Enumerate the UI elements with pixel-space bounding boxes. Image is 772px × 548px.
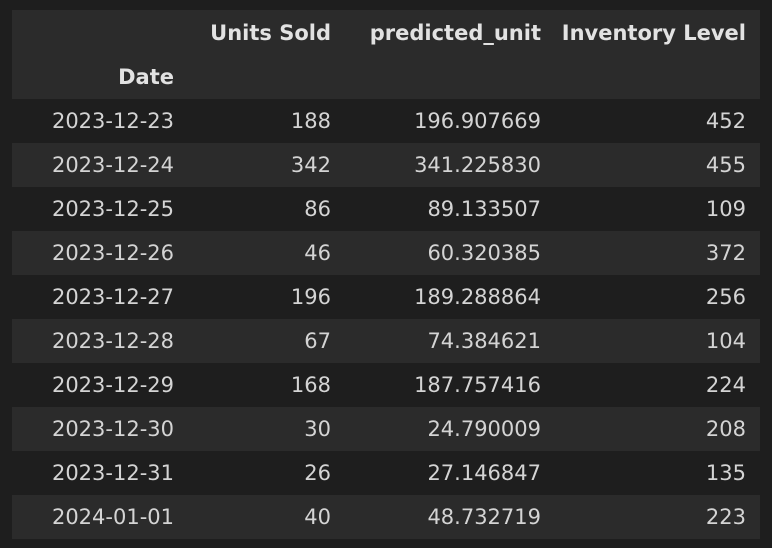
units-sold-cell: 30	[304, 417, 331, 441]
predicted-unit-cell: 189.288864	[414, 285, 541, 309]
date-cell: 2023-12-23	[51, 109, 174, 133]
table-row: 2023-12-28 67 74.384621 104	[12, 319, 760, 363]
empty-header-cell	[555, 55, 760, 99]
inventory-level-cell: 135	[705, 461, 746, 485]
units-sold-cell: 40	[304, 505, 331, 529]
predicted-unit-cell: 196.907669	[414, 109, 541, 133]
column-header-row: Units Sold predicted_unit Inventory Leve…	[12, 10, 760, 55]
predicted-unit-cell: 187.757416	[414, 373, 541, 397]
units-sold-cell: 26	[304, 461, 331, 485]
table-row: 2023-12-30 30 24.790009 208	[12, 407, 760, 451]
column-header-inventory-level: Inventory Level	[561, 20, 746, 45]
predicted-unit-cell: 48.732719	[427, 505, 541, 529]
inventory-level-cell: 372	[705, 241, 746, 265]
index-name-row: Date	[12, 55, 760, 99]
column-header-predicted-unit: predicted_unit	[369, 20, 541, 45]
table-row: 2023-12-31 26 27.146847 135	[12, 451, 760, 495]
table-row: 2023-12-26 46 60.320385 372	[12, 231, 760, 275]
date-cell: 2023-12-24	[51, 153, 174, 177]
predicted-unit-cell: 27.146847	[427, 461, 541, 485]
table-row: 2023-12-23 188 196.907669 452	[12, 99, 760, 143]
table-row: 2023-12-29 168 187.757416 224	[12, 363, 760, 407]
table-body: 2023-12-23 188 196.907669 452 2023-12-24…	[12, 99, 760, 539]
inventory-level-cell: 208	[705, 417, 746, 441]
predicted-unit-cell: 74.384621	[427, 329, 541, 353]
inventory-level-cell: 455	[705, 153, 746, 177]
table-header: Units Sold predicted_unit Inventory Leve…	[12, 10, 760, 99]
units-sold-cell: 188	[290, 109, 331, 133]
inventory-level-cell: 223	[705, 505, 746, 529]
date-cell: 2023-12-27	[51, 285, 174, 309]
column-header-units-sold: Units Sold	[210, 20, 331, 45]
table-row: 2023-12-27 196 189.288864 256	[12, 275, 760, 319]
empty-header-cell	[188, 55, 345, 99]
dataframe-table: Units Sold predicted_unit Inventory Leve…	[12, 10, 760, 539]
units-sold-cell: 67	[304, 329, 331, 353]
inventory-level-cell: 452	[705, 109, 746, 133]
predicted-unit-cell: 89.133507	[427, 197, 541, 221]
predicted-unit-cell: 24.790009	[427, 417, 541, 441]
dataframe-output: Units Sold predicted_unit Inventory Leve…	[12, 10, 760, 539]
index-name-header: Date	[118, 65, 174, 89]
units-sold-cell: 86	[304, 197, 331, 221]
units-sold-cell: 168	[290, 373, 331, 397]
predicted-unit-cell: 60.320385	[427, 241, 541, 265]
predicted-unit-cell: 341.225830	[414, 153, 541, 177]
units-sold-cell: 196	[290, 285, 331, 309]
empty-header-cell	[345, 55, 555, 99]
table-row: 2024-01-01 40 48.732719 223	[12, 495, 760, 539]
units-sold-cell: 46	[304, 241, 331, 265]
table-row: 2023-12-24 342 341.225830 455	[12, 143, 760, 187]
inventory-level-cell: 256	[705, 285, 746, 309]
date-cell: 2023-12-31	[51, 461, 174, 485]
table-row: 2023-12-25 86 89.133507 109	[12, 187, 760, 231]
inventory-level-cell: 109	[705, 197, 746, 221]
date-cell: 2023-12-26	[51, 241, 174, 265]
date-cell: 2023-12-28	[51, 329, 174, 353]
date-cell: 2023-12-30	[51, 417, 174, 441]
units-sold-cell: 342	[290, 153, 331, 177]
date-cell: 2023-12-29	[51, 373, 174, 397]
inventory-level-cell: 104	[705, 329, 746, 353]
inventory-level-cell: 224	[705, 373, 746, 397]
date-cell: 2024-01-01	[51, 505, 174, 529]
date-cell: 2023-12-25	[51, 197, 174, 221]
index-corner-cell	[12, 10, 188, 55]
